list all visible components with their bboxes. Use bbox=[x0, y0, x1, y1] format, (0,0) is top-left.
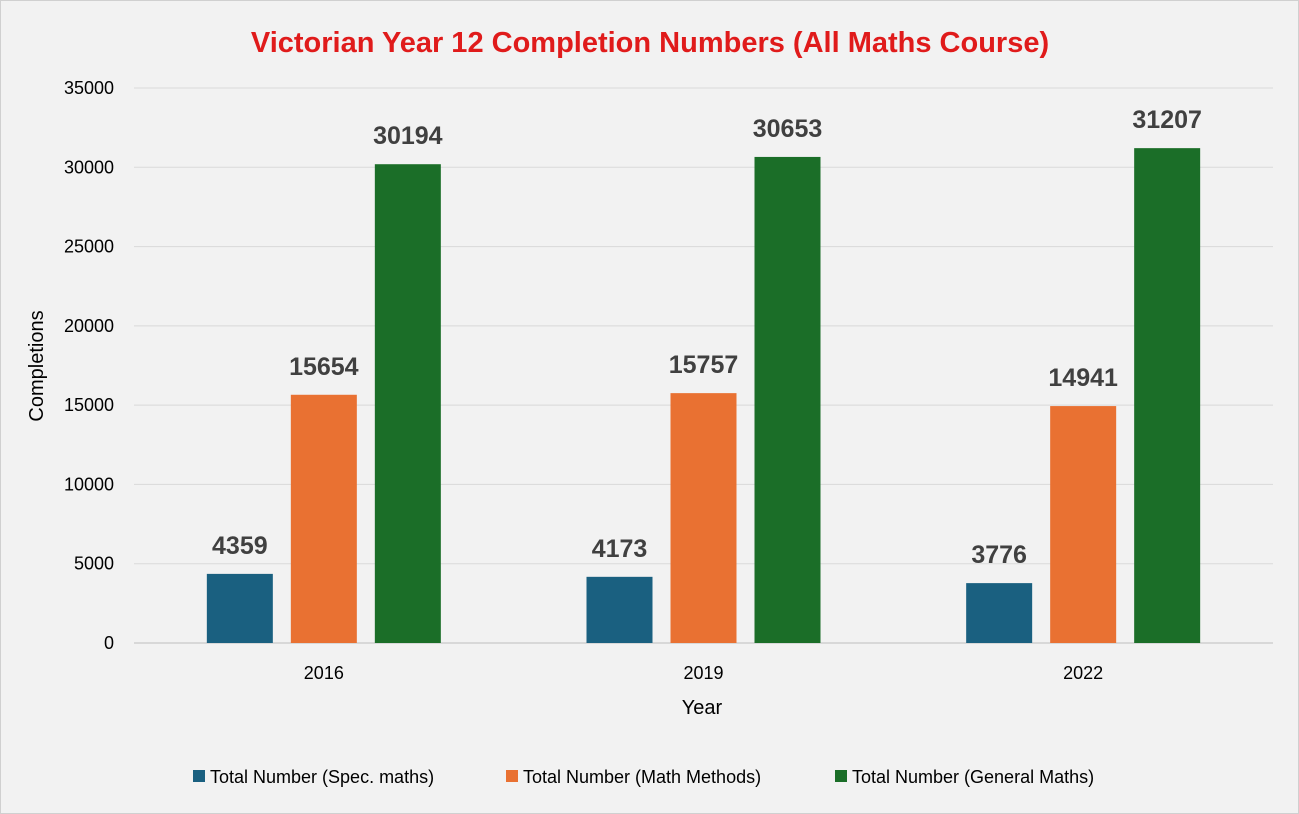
data-label: 4359 bbox=[212, 532, 268, 560]
y-tick-label: 25000 bbox=[64, 237, 114, 257]
y-tick-label: 35000 bbox=[64, 78, 114, 98]
bar bbox=[1050, 406, 1117, 643]
bar bbox=[754, 156, 821, 643]
x-axis-label: Year bbox=[682, 697, 723, 719]
bar bbox=[670, 393, 737, 643]
y-tick-label: 5000 bbox=[74, 554, 114, 574]
x-axis-ticks: 2016 2019 2022 bbox=[304, 663, 1103, 683]
legend-swatch bbox=[193, 770, 205, 782]
y-tick-label: 15000 bbox=[64, 395, 114, 415]
x-tick-label: 2022 bbox=[1063, 663, 1103, 683]
legend: Total Number (Spec. maths) Total Number (… bbox=[193, 767, 1094, 787]
data-label: 4173 bbox=[592, 535, 648, 563]
bar bbox=[1134, 148, 1201, 643]
bar bbox=[206, 573, 273, 643]
data-labels: 4359 15654 30194 4173 15757 30653 3776 14941 312… bbox=[212, 106, 1202, 569]
bar bbox=[290, 394, 357, 643]
data-label: 15654 bbox=[289, 353, 359, 381]
x-tick-label: 2019 bbox=[683, 663, 723, 683]
bar bbox=[374, 164, 441, 644]
y-tick-label: 30000 bbox=[64, 157, 114, 177]
legend-label: Total Number (Spec. maths) bbox=[210, 767, 434, 787]
y-tick-label: 0 bbox=[104, 633, 114, 653]
bar bbox=[966, 583, 1033, 643]
chart-title: Victorian Year 12 Completion Numbers (Al… bbox=[251, 27, 1049, 59]
y-axis-label: Completions bbox=[26, 310, 48, 421]
data-label: 14941 bbox=[1048, 364, 1118, 392]
data-label: 31207 bbox=[1132, 106, 1202, 134]
legend-label: Total Number (General Maths) bbox=[852, 767, 1094, 787]
legend-label: Total Number (Math Methods) bbox=[523, 767, 761, 787]
bar bbox=[586, 576, 653, 643]
data-label: 30194 bbox=[373, 122, 443, 150]
data-label: 3776 bbox=[971, 541, 1027, 569]
data-label: 30653 bbox=[753, 115, 823, 143]
legend-swatch bbox=[835, 770, 847, 782]
legend-swatch bbox=[506, 770, 518, 782]
y-tick-label: 20000 bbox=[64, 316, 114, 336]
y-axis-ticks: 0 5000 10000 15000 20000 25000 30000 35000 bbox=[64, 78, 114, 653]
bars bbox=[206, 148, 1201, 644]
x-tick-label: 2016 bbox=[304, 663, 344, 683]
data-label: 15757 bbox=[669, 351, 739, 379]
y-tick-label: 10000 bbox=[64, 474, 114, 494]
